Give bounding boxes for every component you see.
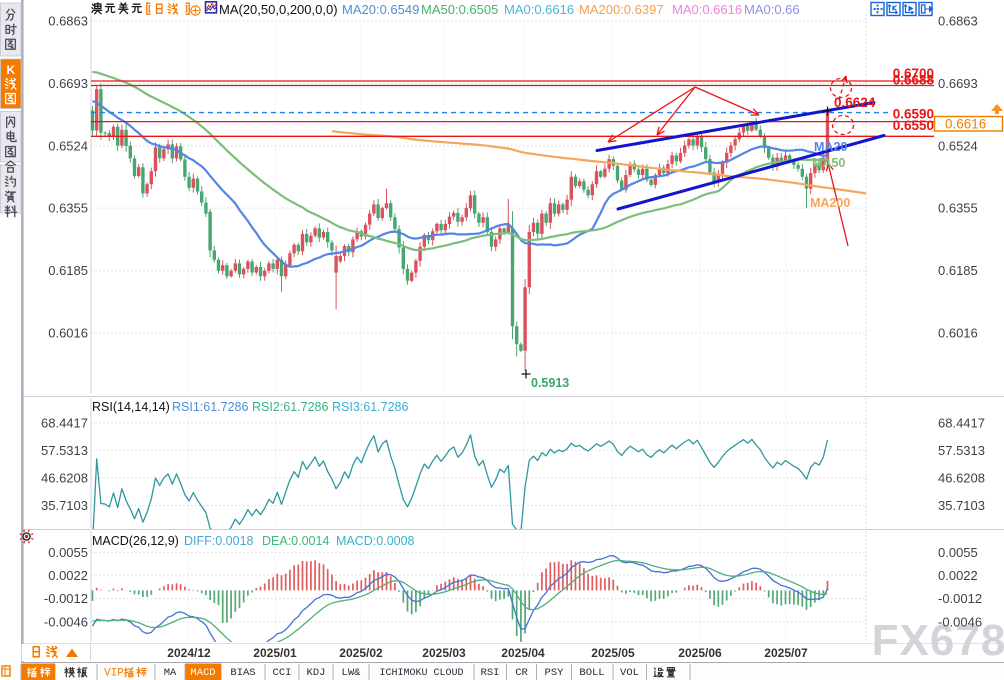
svg-text:LW&: LW& — [342, 667, 362, 679]
svg-text:0.6863: 0.6863 — [48, 14, 88, 29]
svg-text:MA50:0.6505: MA50:0.6505 — [421, 2, 498, 17]
svg-text:MA0:0.6616: MA0:0.6616 — [504, 2, 574, 17]
svg-text:MA20:0.6549: MA20:0.6549 — [342, 2, 419, 17]
svg-text:-0.0012: -0.0012 — [44, 591, 88, 606]
svg-text:BIAS: BIAS — [230, 667, 255, 679]
svg-text:0.0022: 0.0022 — [48, 568, 88, 583]
svg-text:MA: MA — [164, 667, 177, 679]
svg-text:0.6016: 0.6016 — [48, 326, 88, 341]
svg-text:2025/02: 2025/02 — [339, 646, 383, 660]
svg-text:2025/06: 2025/06 — [678, 646, 722, 660]
svg-text:0.6693: 0.6693 — [48, 76, 88, 91]
svg-text:0.6693: 0.6693 — [938, 76, 978, 91]
svg-text:0.6688: 0.6688 — [893, 73, 935, 88]
svg-text:CCI: CCI — [273, 667, 292, 679]
svg-text:0.6355: 0.6355 — [938, 201, 978, 216]
svg-text:2025/07: 2025/07 — [764, 646, 808, 660]
svg-text:0.6616: 0.6616 — [945, 117, 986, 132]
svg-text:2024/12: 2024/12 — [167, 646, 211, 660]
svg-text:MA0:0.6616: MA0:0.6616 — [672, 2, 742, 17]
svg-text:K: K — [6, 63, 15, 77]
svg-text:MA(20,50,0,200,0,0): MA(20,50,0,200,0,0) — [219, 2, 338, 17]
svg-text:57.5313: 57.5313 — [938, 443, 985, 458]
svg-text:-0.0046: -0.0046 — [44, 615, 88, 630]
svg-text:FX678: FX678 — [872, 616, 1004, 665]
svg-text:0.6185: 0.6185 — [938, 263, 978, 278]
svg-text:ICHIMOKU CLOUD: ICHIMOKU CLOUD — [379, 668, 463, 679]
svg-text:MA0:0.66: MA0:0.66 — [744, 2, 800, 17]
svg-text:2025/04: 2025/04 — [501, 646, 545, 660]
svg-text:46.6208: 46.6208 — [938, 471, 985, 486]
svg-text:RSI1:61.7286: RSI1:61.7286 — [172, 400, 248, 414]
svg-text:0.5913: 0.5913 — [531, 376, 569, 390]
svg-text:0.6355: 0.6355 — [48, 201, 88, 216]
svg-text:0.6700: 0.6700 — [893, 66, 934, 81]
svg-text:-0.0012: -0.0012 — [938, 591, 982, 606]
svg-text:VIP: VIP — [104, 668, 124, 680]
svg-text:2025/05: 2025/05 — [591, 646, 635, 660]
svg-text:35.7103: 35.7103 — [41, 498, 88, 513]
svg-text:0.6550: 0.6550 — [893, 118, 934, 133]
svg-text:0.6590: 0.6590 — [893, 107, 934, 122]
svg-text:MA200: MA200 — [810, 196, 850, 210]
svg-text:0.0055: 0.0055 — [938, 545, 978, 560]
svg-text:MA200:0.6397: MA200:0.6397 — [579, 2, 664, 17]
svg-text:MACD(26,12,9): MACD(26,12,9) — [92, 534, 179, 548]
svg-text:-0.0046: -0.0046 — [938, 615, 982, 630]
svg-text:0.6185: 0.6185 — [48, 263, 88, 278]
svg-text:0.0022: 0.0022 — [938, 568, 978, 583]
svg-text:DEA:0.0014: DEA:0.0014 — [262, 534, 329, 548]
svg-text:0.0055: 0.0055 — [48, 545, 88, 560]
svg-text:68.4417: 68.4417 — [41, 416, 88, 431]
svg-text:CR: CR — [515, 667, 528, 679]
svg-text:KDJ: KDJ — [307, 667, 326, 679]
svg-text:MA50: MA50 — [812, 156, 845, 170]
svg-text:35.7103: 35.7103 — [938, 498, 985, 513]
svg-text:2025/03: 2025/03 — [422, 646, 466, 660]
svg-text:BOLL: BOLL — [579, 667, 604, 679]
svg-text:RSI3:61.7286: RSI3:61.7286 — [332, 400, 408, 414]
svg-text:0.6524: 0.6524 — [938, 138, 978, 153]
svg-text:MACD:0.0008: MACD:0.0008 — [336, 534, 415, 548]
svg-text:RSI: RSI — [481, 667, 500, 679]
svg-text:0.6624: 0.6624 — [834, 95, 876, 110]
svg-text:0.6016: 0.6016 — [938, 326, 978, 341]
svg-text:46.6208: 46.6208 — [41, 471, 88, 486]
svg-text:DIFF:0.0018: DIFF:0.0018 — [184, 534, 254, 548]
svg-text:57.5313: 57.5313 — [41, 443, 88, 458]
svg-text:68.4417: 68.4417 — [938, 416, 985, 431]
svg-text:0.6524: 0.6524 — [48, 138, 88, 153]
svg-text:RSI2:61.7286: RSI2:61.7286 — [252, 400, 328, 414]
svg-text:RSI(14,14,14): RSI(14,14,14) — [92, 400, 170, 414]
svg-text:VOL: VOL — [620, 667, 639, 679]
svg-text:MA20: MA20 — [814, 140, 847, 154]
svg-text:2025/01: 2025/01 — [253, 646, 297, 660]
svg-text:MACD: MACD — [190, 667, 215, 679]
svg-text:0.6863: 0.6863 — [938, 14, 978, 29]
svg-text:PSY: PSY — [545, 667, 565, 679]
